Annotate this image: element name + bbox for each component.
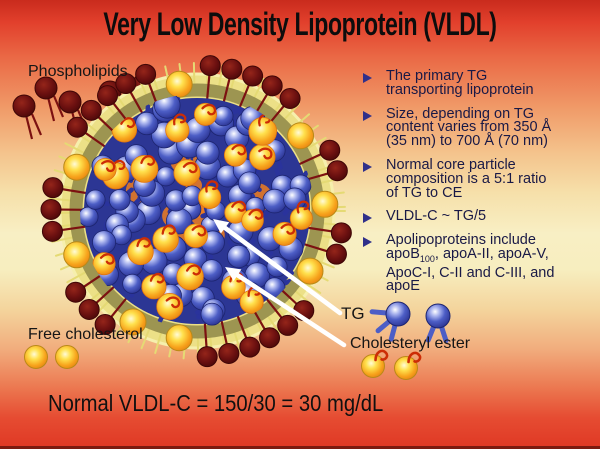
bullet-triangle-icon	[363, 161, 372, 172]
cholesteryl-ester-legend-molecules	[361, 349, 422, 380]
rim-cholesterol-molecules	[63, 70, 339, 352]
label-tg: TG	[341, 304, 365, 323]
slide-bottom-border	[0, 446, 600, 449]
bullet-item: Apolipoproteins include apoB100, apoA-II,…	[360, 232, 595, 295]
bullet-triangle-icon	[363, 237, 372, 248]
bullet-item: VLDL-C ~ TG/5	[360, 208, 595, 225]
tg-legend-molecules	[369, 301, 451, 344]
bullet-triangle-icon	[363, 110, 372, 121]
formula-text: Normal VLDL-C = 150/30 = 30 mg/dL	[48, 390, 384, 416]
pointer-arrows	[213, 219, 347, 348]
bullet-item: Normal core particle composition is a 5:1…	[360, 156, 595, 201]
particle-core	[80, 94, 313, 326]
bullet-text: The primary TG transporting lipoprotein	[386, 68, 534, 98]
phospholipid-monolayer	[40, 55, 352, 368]
bullet-text: VLDL-C ~ TG/5	[386, 208, 487, 225]
label-phospholipids: Phospholipids	[28, 63, 128, 80]
bullet-triangle-icon	[363, 73, 372, 83]
bullet-item: Size, depending on TG content varies from…	[360, 105, 595, 150]
label-free-cholesterol: Free cholesterol	[28, 326, 143, 343]
bullet-list: The primary TG transporting lipoprotein Si…	[360, 68, 595, 304]
label-cholesteryl-ester: Cholesteryl ester	[350, 335, 471, 352]
bullet-item: The primary TG transporting lipoprotein	[360, 68, 595, 98]
bullet-triangle-icon	[363, 213, 372, 224]
free-cholesterol-molecules	[24, 345, 79, 369]
bullet-text: Size, depending on TG content varies from…	[386, 105, 552, 150]
slide-title: Very Low Density Lipoprotein (VLDL)	[103, 6, 497, 42]
bullet-text: Apolipoproteins include apoB100, apoA-II,…	[386, 232, 555, 295]
bullet-text: Normal core particle composition is a 5:1…	[386, 156, 547, 201]
